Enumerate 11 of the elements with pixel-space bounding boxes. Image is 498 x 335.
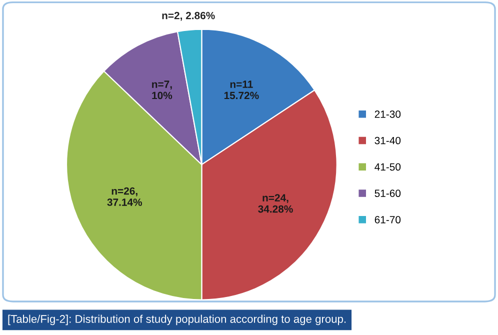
legend-label: 41-50 (374, 163, 401, 171)
data-label: n=11 15.72% (224, 80, 259, 100)
legend-label: 61-70 (374, 216, 401, 224)
legend-label: 21-30 (374, 110, 401, 118)
data-label: n=26, 37.14% (107, 187, 142, 206)
data-label: n=7, 10% (152, 80, 172, 100)
data-label: n=2, 2.86% (162, 12, 215, 21)
data-label: n=24, 34.28% (258, 194, 293, 213)
legend-label: 31-40 (374, 136, 401, 144)
legend-label: 51-60 (374, 190, 401, 198)
text: [Table/Fig-2]: Distribution of study population according to age group. (8, 314, 346, 326)
